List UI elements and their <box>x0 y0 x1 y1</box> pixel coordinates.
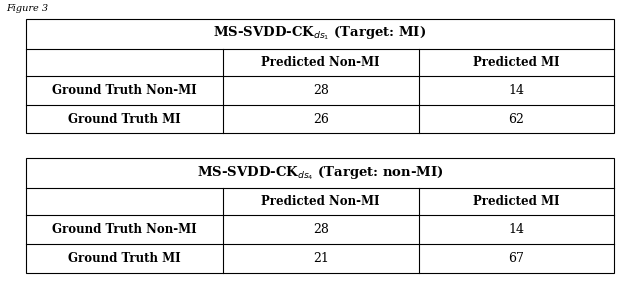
Text: 62: 62 <box>509 113 524 126</box>
Text: Ground Truth MI: Ground Truth MI <box>68 113 180 126</box>
Text: 28: 28 <box>313 223 329 236</box>
Text: Ground Truth Non-MI: Ground Truth Non-MI <box>52 84 196 97</box>
Text: Ground Truth MI: Ground Truth MI <box>68 252 180 265</box>
Text: 14: 14 <box>509 223 525 236</box>
Text: Ground Truth Non-MI: Ground Truth Non-MI <box>52 223 196 236</box>
Text: Predicted Non-MI: Predicted Non-MI <box>262 195 380 208</box>
Bar <box>26 19 614 133</box>
Text: 67: 67 <box>509 252 524 265</box>
Text: MS-SVDD-CK$_{ds_1}$ (Target: MI): MS-SVDD-CK$_{ds_1}$ (Target: MI) <box>213 25 427 42</box>
Text: MS-SVDD-CK$_{ds_4}$ (Target: non-MI): MS-SVDD-CK$_{ds_4}$ (Target: non-MI) <box>196 164 444 182</box>
Text: 26: 26 <box>313 113 329 126</box>
Text: Predicted Non-MI: Predicted Non-MI <box>262 56 380 69</box>
Text: Predicted MI: Predicted MI <box>473 56 560 69</box>
Text: Figure 3: Figure 3 <box>6 4 49 13</box>
Text: Predicted MI: Predicted MI <box>473 195 560 208</box>
Text: 14: 14 <box>509 84 525 97</box>
Text: 28: 28 <box>313 84 329 97</box>
Bar <box>26 158 614 273</box>
Text: 21: 21 <box>313 252 329 265</box>
